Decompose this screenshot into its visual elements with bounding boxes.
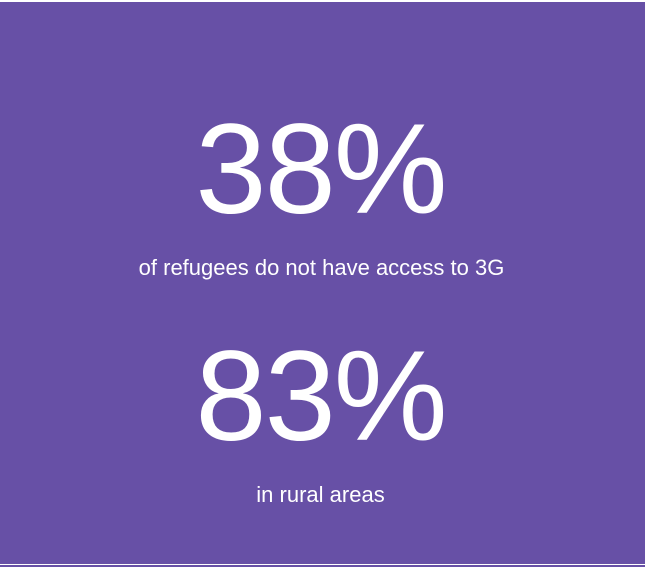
stat-value-rural: 83% — [195, 325, 447, 468]
bottom-divider — [0, 565, 645, 567]
stat-value-access-3g: 38% — [195, 98, 447, 241]
stat-caption-rural: in rural areas — [256, 482, 385, 507]
stat-caption-access-3g: of refugees do not have access to 3G — [138, 255, 505, 280]
